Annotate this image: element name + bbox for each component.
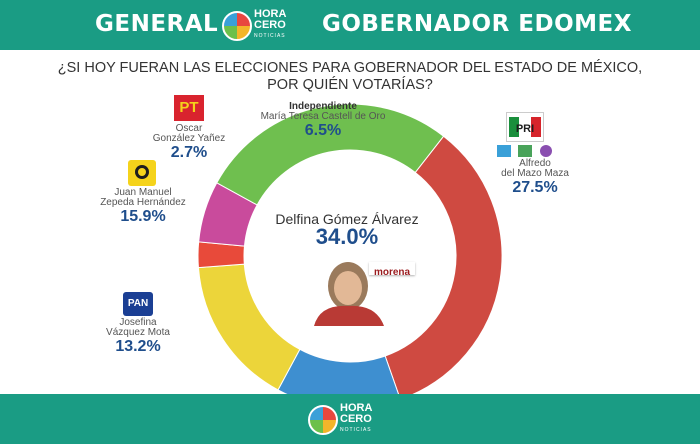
pt-name2: González Yañez — [152, 133, 226, 144]
coalition-icons — [496, 144, 556, 158]
center-candidate-name: Delfina Gómez Álvarez — [275, 211, 419, 227]
pri-name1: Alfredo — [519, 158, 551, 169]
candidate-photo — [300, 256, 410, 326]
pri-logo-text: PRI — [516, 123, 534, 135]
independiente-name: María Teresa Castell de Oro — [260, 111, 386, 122]
pt-pct: 2.7% — [170, 144, 208, 161]
footer-logo-line2: CERO — [340, 413, 372, 425]
logo-line2: CERO — [254, 19, 286, 31]
question-line2: POR QUIÉN VOTARÍAS? — [267, 77, 433, 93]
candidate-pt: Oscar González Yañez 2.7% — [144, 124, 234, 162]
pan-pct: 13.2% — [115, 338, 161, 355]
candidate-independiente: Independiente María Teresa Castell de Or… — [257, 101, 389, 140]
footer-logo-line3: NOTICIAS — [340, 427, 372, 433]
footer-bar: HORA CERO NOTICIAS — [0, 394, 700, 444]
question-line1: ¿SI HOY FUERAN LAS ELECCIONES PARA GOBER… — [57, 60, 643, 76]
pri-pct: 27.5% — [512, 179, 558, 196]
candidate-pri: Alfredo del Mazo Maza 27.5% — [490, 159, 580, 197]
pt-logo-text: PT — [179, 99, 199, 116]
footer-logo-mark-icon — [308, 404, 338, 435]
pan-name1: Josefina — [119, 317, 157, 328]
footer-logo-line1: HORA — [340, 402, 373, 414]
donut-slice-5 — [216, 103, 445, 206]
horacero-logo: HORA CERO NOTICIAS — [222, 9, 286, 42]
prd-name1: Juan Manuel — [114, 187, 172, 198]
pt-logo: PT — [174, 95, 204, 121]
pt-name1: Oscar — [175, 123, 203, 134]
logo-line3: NOTICIAS — [254, 33, 286, 39]
candidate-pan: Josefina Vázquez Mota 13.2% — [93, 318, 183, 356]
donut-slice-2 — [197, 263, 301, 391]
independiente-label: Independiente — [289, 101, 357, 112]
pan-logo: PAN — [123, 292, 153, 316]
pan-logo-text: PAN — [127, 298, 149, 309]
candidate-prd: Juan Manuel Zepeda Hernández 15.9% — [93, 188, 193, 226]
independiente-pct: 6.5% — [304, 122, 342, 139]
center-candidate-pct: 34.0% — [315, 224, 379, 249]
header-title-left: GENERAL — [95, 11, 219, 37]
header-bar: GENERAL HORA CERO NOTICIAS GOBERNADOR ED… — [0, 0, 700, 50]
logo-line1: HORA — [254, 8, 287, 20]
prd-logo — [128, 160, 156, 186]
pri-name2: del Mazo Maza — [501, 168, 569, 179]
footer-logo: HORA CERO NOTICIAS — [308, 403, 372, 436]
prd-name2: Zepeda Hernández — [100, 197, 186, 208]
pan-name2: Vázquez Mota — [106, 327, 170, 338]
logo-mark-icon — [222, 10, 252, 41]
morena-badge: morena — [369, 262, 415, 278]
pri-logo: PRI — [506, 112, 544, 142]
header-title-right: GOBERNADOR EDOMEX — [322, 11, 632, 37]
prd-pct: 15.9% — [120, 208, 166, 225]
morena-label: morena — [373, 267, 411, 278]
